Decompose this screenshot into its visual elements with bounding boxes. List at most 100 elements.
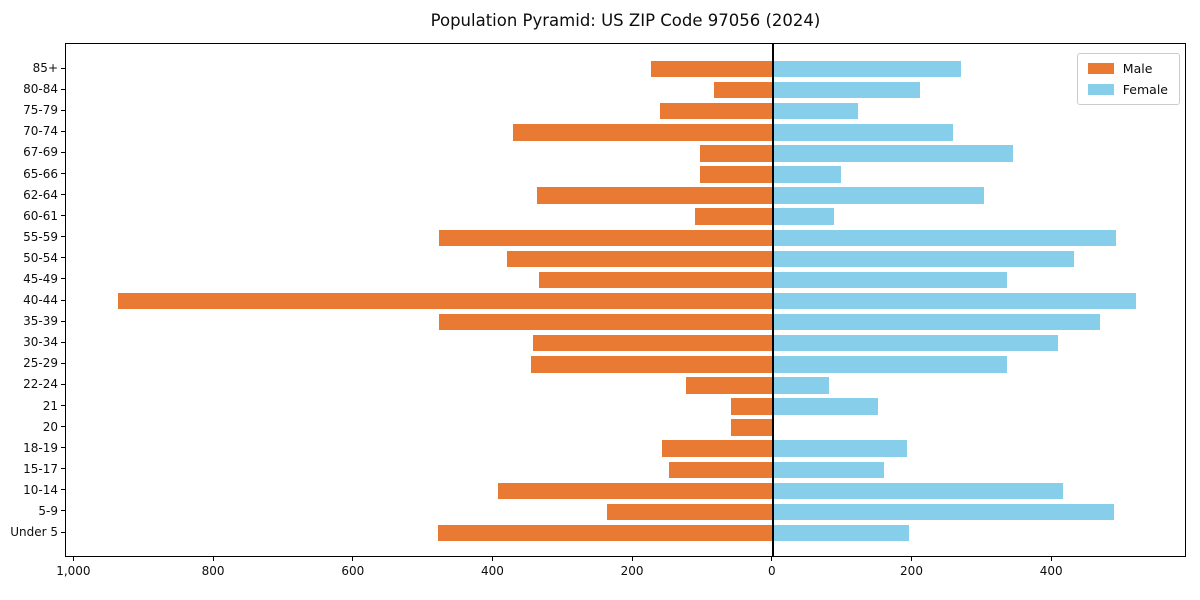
bar-male-75-79 [659, 102, 773, 120]
bar-female-30-34 [772, 334, 1059, 352]
y-tick-mark [61, 489, 65, 491]
bar-female-65-66 [772, 166, 842, 183]
y-tick-mark [61, 426, 65, 427]
y-tick-mark [61, 531, 65, 533]
bar-female-21 [772, 398, 879, 415]
y-tick-mark [61, 299, 65, 301]
bar-female-55-59 [772, 229, 1117, 246]
y-tick-mark [61, 194, 65, 195]
bar-male-80-84 [713, 81, 773, 99]
y-tick-mark [61, 173, 65, 174]
age-group-label: 25-29 [23, 356, 58, 371]
legend-entry-male: Male [1087, 61, 1168, 76]
bar-male-60-61 [694, 208, 773, 225]
y-tick-mark [61, 510, 65, 512]
x-tick-mark [911, 557, 912, 561]
bar-female-5-9 [772, 503, 1115, 521]
y-tick-mark [61, 278, 65, 280]
age-group-label: 60-61 [23, 208, 58, 223]
y-tick-mark [61, 362, 65, 364]
age-group-label: 45-49 [23, 271, 58, 286]
age-group-label: 55-59 [23, 229, 58, 244]
legend: Male Female [1076, 53, 1180, 105]
age-group-label: 50-54 [23, 250, 58, 265]
age-group-label: 80-84 [23, 82, 58, 97]
bar-female-67-69 [772, 145, 1014, 162]
y-tick-mark [61, 320, 65, 322]
y-tick-mark [61, 468, 65, 470]
bar-male-55-59 [439, 229, 773, 246]
bar-male-21 [730, 398, 773, 415]
x-tick-mark [631, 557, 633, 561]
y-tick-mark [61, 151, 65, 153]
bar-male-65-66 [700, 166, 773, 183]
y-tick-mark [61, 341, 65, 343]
bar-male-5-9 [607, 503, 773, 521]
x-tick-label: 0 [767, 564, 776, 578]
age-group-label: 62-64 [23, 187, 58, 202]
x-tick-mark [72, 557, 74, 561]
bar-male-62-64 [537, 187, 773, 204]
age-group-label: 35-39 [23, 314, 58, 329]
bar-male-10-14 [498, 482, 773, 500]
bar-female-25-29 [772, 356, 1008, 373]
y-tick-mark [61, 383, 65, 385]
x-tick-mark [491, 557, 493, 561]
x-tick-label: 400 [480, 564, 504, 578]
bar-male-20 [730, 419, 773, 436]
y-tick-mark [61, 130, 65, 132]
bar-male-85+ [650, 60, 773, 78]
legend-entry-female: Female [1087, 82, 1168, 97]
bar-female-60-61 [772, 208, 835, 225]
bar-female-75-79 [772, 102, 858, 120]
age-group-label: 21 [42, 398, 58, 413]
y-tick-mark [61, 67, 65, 69]
bar-male-18-19 [661, 440, 773, 457]
x-tick-label: 200 [620, 564, 644, 578]
age-group-label: 70-74 [23, 124, 58, 139]
female-legend-label: Female [1122, 82, 1168, 97]
x-tick-mark [1050, 557, 1052, 561]
x-tick-label: 1,000 [56, 564, 91, 578]
bar-female-22-24 [772, 377, 830, 394]
age-group-label: 67-69 [23, 145, 58, 160]
x-tick-label: 600 [341, 564, 365, 578]
female-legend-swatch [1087, 84, 1114, 95]
bar-female-15-17 [772, 461, 884, 478]
age-group-label: 40-44 [23, 293, 58, 307]
bar-male-25-29 [531, 356, 773, 373]
male-legend-label: Male [1122, 61, 1153, 76]
age-group-label: 15-17 [23, 461, 58, 476]
bar-male-67-69 [699, 145, 773, 162]
age-group-label: 18-19 [23, 440, 58, 455]
chart-title: Population Pyramid: US ZIP Code 97056 (2… [430, 11, 821, 30]
y-tick-mark [61, 447, 65, 449]
age-group-label: 5-9 [38, 503, 58, 518]
age-group-label: 22-24 [23, 377, 58, 392]
age-group-label: 75-79 [23, 103, 58, 118]
age-group-label: 10-14 [23, 482, 58, 497]
bar-female-35-39 [772, 313, 1100, 331]
zero-axis-line [772, 44, 774, 556]
bar-female-10-14 [772, 482, 1063, 500]
bar-male-22-24 [685, 377, 773, 394]
bar-male-70-74 [513, 124, 773, 141]
x-tick-mark [212, 557, 214, 561]
bar-female-Under 5 [772, 524, 909, 542]
male-legend-swatch [1087, 63, 1114, 74]
y-tick-mark [61, 88, 65, 90]
bar-female-18-19 [772, 440, 907, 457]
bar-male-40-44 [117, 292, 773, 310]
bar-male-50-54 [507, 250, 773, 268]
y-tick-mark [61, 405, 65, 406]
bar-female-62-64 [772, 187, 984, 204]
bar-female-45-49 [772, 271, 1008, 289]
bar-female-50-54 [772, 250, 1075, 268]
age-group-label: 85+ [32, 61, 58, 75]
age-group-label: 30-34 [23, 335, 58, 350]
x-tick-mark [352, 557, 354, 561]
age-group-label: Under 5 [10, 525, 58, 539]
age-group-label: 20 [42, 419, 58, 434]
bar-male-30-34 [532, 334, 773, 352]
